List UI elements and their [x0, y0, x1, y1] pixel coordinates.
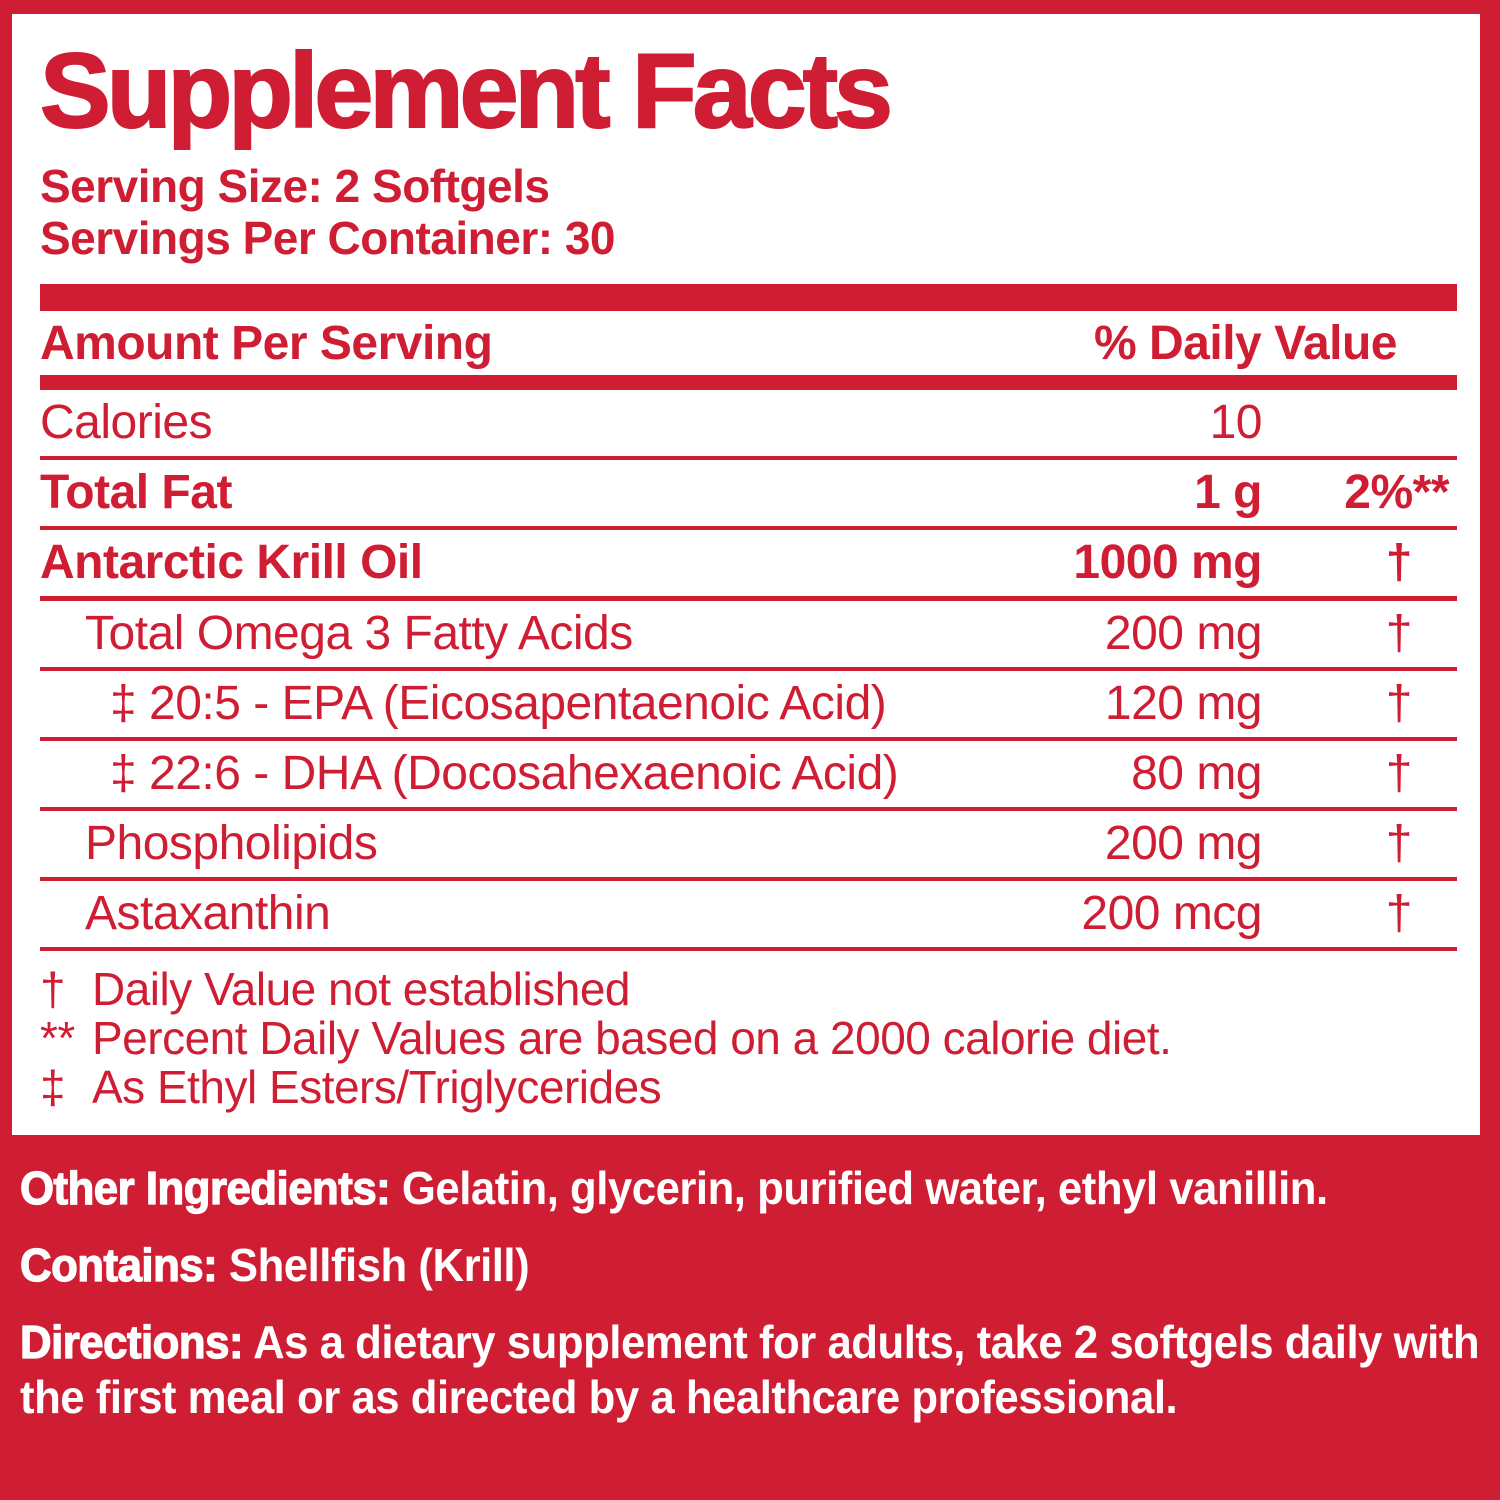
- row-name: Total Fat: [40, 466, 232, 519]
- serving-size: Serving Size: 2 Softgels: [40, 160, 550, 212]
- divider-thick-top: [40, 284, 1457, 311]
- table-row: Antarctic Krill Oil 1000 mg †: [40, 530, 1457, 601]
- bottom-line: Directions: As a dietary supplement for …: [19, 1315, 1500, 1425]
- bottom-line-text: Shellfish (Krill): [228, 1239, 530, 1291]
- row-name: Total Omega 3 Fatty Acids: [85, 607, 633, 660]
- row-daily-value: †: [1385, 677, 1413, 730]
- row-name: ‡ 22:6 - DHA (Docosahexaenoic Acid): [110, 747, 899, 800]
- row-name: ‡ 20:5 - EPA (Eicosapentaenoic Acid): [110, 677, 887, 730]
- footnote-symbol: **: [40, 1012, 75, 1064]
- row-amount: 200 mg: [1104, 817, 1263, 870]
- serving-info: Serving Size: 2 Softgels Servings Per Co…: [40, 160, 1457, 264]
- row-daily-value: 2%**: [1344, 466, 1449, 519]
- table-row: Phospholipids 200 mg †: [40, 811, 1457, 881]
- row-amount: 1000 mg: [1073, 536, 1262, 589]
- facts-table: Calories 10 Total Fat 1 g 2%** Antarctic…: [40, 390, 1457, 951]
- supplement-facts-panel: Supplement Facts Serving Size: 2 Softgel…: [12, 14, 1480, 1135]
- page-title: Supplement Facts: [39, 32, 894, 150]
- table-row: Total Fat 1 g 2%**: [40, 460, 1457, 530]
- other-info-section: Other Ingredients: Gelatin, glycerin, pu…: [0, 1135, 1500, 1500]
- row-daily-value: †: [1385, 887, 1413, 940]
- row-amount: 10: [1209, 396, 1263, 449]
- servings-per-container: Servings Per Container: 30: [40, 212, 615, 264]
- footnotes: † Daily Value not established ** Percent…: [40, 965, 1457, 1112]
- row-amount: 1 g: [1194, 466, 1262, 519]
- footnote-symbol: ‡: [40, 1061, 66, 1113]
- table-row: Astaxanthin 200 mcg †: [40, 881, 1457, 951]
- row-daily-value: †: [1385, 817, 1413, 870]
- row-daily-value: †: [1385, 607, 1413, 660]
- bottom-line: Contains: Shellfish (Krill): [19, 1238, 1500, 1293]
- bottom-line-label: Directions:: [19, 1315, 254, 1368]
- row-name: Phospholipids: [85, 817, 378, 870]
- table-row: Calories 10: [40, 390, 1457, 460]
- footnote: ‡ As Ethyl Esters/Triglycerides: [40, 1063, 1457, 1112]
- bottom-line-text: As a dietary supplement for adults, take…: [20, 1316, 1480, 1423]
- table-header: Amount Per Serving % Daily Value: [40, 311, 1457, 390]
- table-row: Total Omega 3 Fatty Acids 200 mg †: [40, 601, 1457, 671]
- footnote-text: Percent Daily Values are based on a 2000…: [92, 1012, 1172, 1064]
- row-name: Calories: [40, 396, 213, 449]
- header-daily-value: % Daily Value: [1094, 316, 1398, 370]
- bottom-line-text: Gelatin, glycerin, purified water, ethyl…: [401, 1162, 1328, 1214]
- footnote: † Daily Value not established: [40, 965, 1457, 1014]
- table-row: ‡ 20:5 - EPA (Eicosapentaenoic Acid) 120…: [40, 671, 1457, 741]
- footnote: ** Percent Daily Values are based on a 2…: [40, 1014, 1457, 1063]
- row-name: Astaxanthin: [85, 887, 331, 940]
- row-name: Antarctic Krill Oil: [40, 536, 423, 589]
- row-amount: 80 mg: [1131, 747, 1262, 800]
- row-amount: 200 mcg: [1081, 887, 1262, 940]
- bottom-line: Other Ingredients: Gelatin, glycerin, pu…: [19, 1161, 1500, 1216]
- row-amount: 120 mg: [1104, 677, 1263, 730]
- row-daily-value: †: [1385, 747, 1413, 800]
- row-amount: 200 mg: [1104, 607, 1263, 660]
- footnote-symbol: †: [40, 963, 66, 1015]
- bottom-line-label: Other Ingredients:: [19, 1161, 402, 1214]
- bottom-line-label: Contains:: [19, 1238, 229, 1291]
- footnote-text: Daily Value not established: [92, 963, 630, 1015]
- row-daily-value: †: [1385, 536, 1413, 589]
- table-row: ‡ 22:6 - DHA (Docosahexaenoic Acid) 80 m…: [40, 741, 1457, 811]
- header-amount-per-serving: Amount Per Serving: [40, 316, 493, 370]
- footnote-text: As Ethyl Esters/Triglycerides: [92, 1061, 662, 1113]
